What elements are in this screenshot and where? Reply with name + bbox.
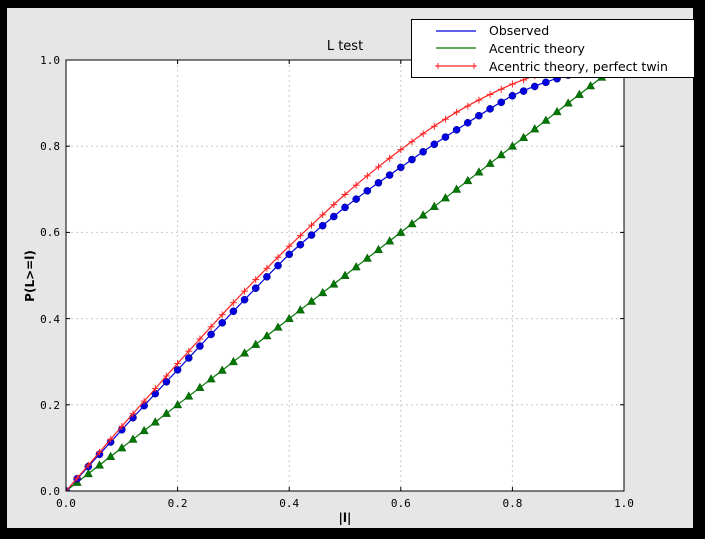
x-tick-label: 0.8 xyxy=(502,497,523,510)
y-tick-label: 0.8 xyxy=(40,140,60,154)
axes-frame xyxy=(65,59,625,492)
legend-item-label: Acentric theory, perfect twin xyxy=(489,58,668,74)
legend-item: Observed xyxy=(412,22,694,39)
y-tick-label: 0.6 xyxy=(40,226,60,240)
x-tick-label: 0.6 xyxy=(390,497,411,510)
x-tick-label: 0.0 xyxy=(56,497,76,510)
x-tick-label: 0.2 xyxy=(167,497,188,510)
series-acentric-theory xyxy=(66,60,624,491)
legend-item: Acentric theory, perfect twin xyxy=(412,58,694,75)
y-tick-label: 0.2 xyxy=(40,398,60,412)
x-tick-label: 1.0 xyxy=(614,497,634,510)
legend-item-label: Observed xyxy=(489,23,550,39)
y-tick-label: 1.0 xyxy=(40,54,60,67)
y-axis-label: P(L>=l) xyxy=(23,250,37,302)
plot-title: L test xyxy=(326,39,364,54)
x-axis-label: |l| xyxy=(338,511,352,525)
legend-box: Observed Acentric theory Acentric theory, … xyxy=(411,19,695,78)
y-tick-label: 0.0 xyxy=(40,485,60,498)
legend-sample-line xyxy=(436,30,476,32)
gridlines xyxy=(66,60,624,491)
legend-item: Acentric theory xyxy=(412,40,694,57)
legend-sample-line xyxy=(436,47,476,50)
series-markers-acentric-theory xyxy=(66,60,624,491)
legend-sample-line xyxy=(435,63,477,70)
x-tick-label: 0.4 xyxy=(279,497,300,510)
y-tick-label: 0.4 xyxy=(40,312,60,326)
legend-item-label: Acentric theory xyxy=(489,40,585,56)
